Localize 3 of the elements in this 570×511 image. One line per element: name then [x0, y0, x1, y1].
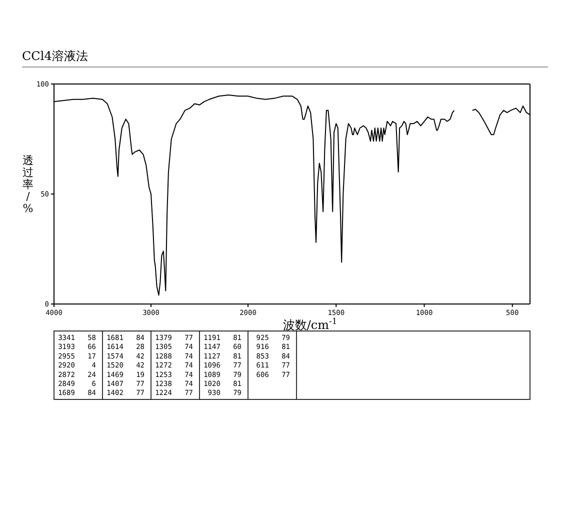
chart-title: CCl4溶液法	[22, 49, 88, 63]
y-axis-title: 透过率/%	[22, 154, 34, 215]
x-axis-title: 波数/cm$^{-1}$	[282, 316, 338, 332]
